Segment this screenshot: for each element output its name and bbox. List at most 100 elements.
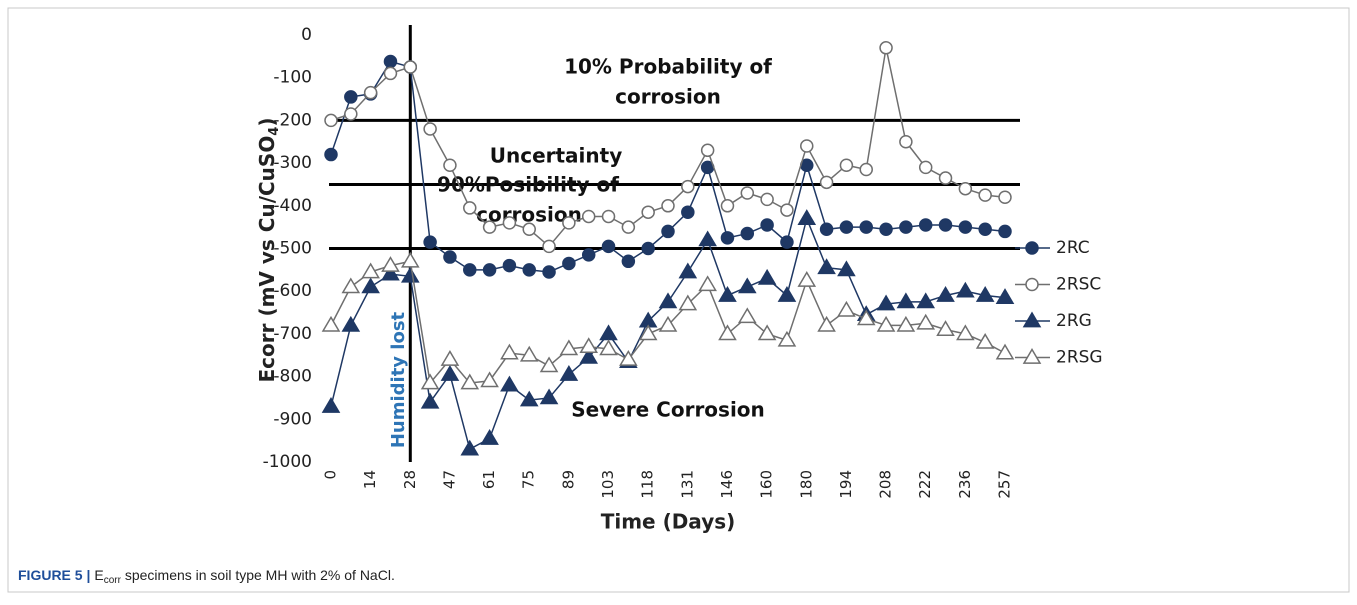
data-point [480, 429, 499, 445]
annotation: Humidity lost [388, 311, 409, 448]
data-point [737, 277, 757, 294]
data-point [698, 230, 717, 247]
data-point [896, 292, 916, 309]
y-tick-label: -200 [273, 110, 312, 130]
data-point [641, 241, 655, 256]
data-point [956, 324, 975, 341]
data-point [876, 315, 896, 332]
data-point [978, 222, 992, 237]
data-point [463, 263, 477, 277]
caption-part: FIGURE 5 | [18, 567, 90, 583]
x-tick-label: 131 [678, 470, 696, 499]
data-point [420, 373, 440, 390]
data-point [856, 309, 876, 326]
figure-frame [7, 7, 1350, 593]
data-point [817, 315, 836, 332]
data-point [463, 201, 477, 215]
data-point [621, 220, 636, 234]
data-point [819, 222, 834, 237]
data-point [400, 266, 420, 283]
data-point [700, 143, 715, 158]
data-point [420, 392, 440, 409]
legend-marker [1025, 241, 1039, 255]
data-point [879, 222, 893, 237]
x-axis-title: Time (Days) [601, 510, 736, 534]
annotation: Severe Corrosion [571, 398, 765, 422]
data-point [918, 160, 933, 175]
y-tick-label: 0 [301, 25, 312, 45]
data-point [460, 439, 480, 456]
data-point [562, 256, 576, 271]
data-point [817, 258, 836, 275]
data-point [383, 66, 398, 81]
data-point [661, 199, 675, 213]
annotation: 10% Probability of [564, 55, 772, 79]
data-point [780, 203, 794, 217]
data-point [859, 162, 873, 177]
data-point [698, 275, 717, 292]
data-point [562, 216, 576, 230]
data-point [661, 224, 675, 239]
data-point [443, 158, 457, 172]
data-point [797, 271, 817, 287]
data-point [321, 315, 341, 332]
caption: FIGURE 5 | Ecorr specimens in soil type M… [18, 567, 395, 586]
data-point [777, 330, 797, 347]
annotation: 90%Posibility of [437, 173, 619, 197]
data-point [542, 265, 556, 279]
data-point [839, 158, 854, 172]
data-point [601, 239, 616, 254]
data-point [542, 239, 556, 254]
data-point [581, 248, 596, 262]
data-point [423, 235, 437, 249]
data-point [460, 373, 480, 390]
data-point [559, 364, 579, 381]
data-point [522, 222, 536, 237]
annotation: Uncertainty [490, 144, 623, 168]
data-point [522, 263, 536, 277]
data-point [678, 294, 698, 311]
data-point [757, 324, 777, 341]
data-point [482, 220, 497, 234]
data-point [681, 179, 695, 194]
data-point [344, 107, 358, 121]
x-tick-label: 47 [440, 470, 458, 489]
data-point [658, 292, 678, 309]
data-point [998, 190, 1012, 205]
data-point [879, 41, 893, 55]
data-point [837, 260, 856, 277]
data-point [797, 209, 817, 225]
y-tick-label: -100 [273, 68, 312, 88]
data-point [403, 60, 418, 74]
x-tick-label: 0 [322, 470, 340, 480]
caption-part: corr [104, 575, 122, 586]
data-point [482, 263, 497, 277]
data-point [619, 350, 638, 366]
data-point [480, 371, 499, 388]
data-point [916, 313, 936, 330]
caption-part: E [94, 567, 103, 583]
data-point [936, 320, 955, 336]
data-point [995, 288, 1015, 304]
data-point [519, 390, 539, 407]
x-tick-label: 14 [361, 470, 379, 489]
data-point [361, 262, 380, 279]
data-point [740, 226, 755, 241]
caption-part: specimens in soil type MH with 2% of NaC… [121, 567, 395, 583]
data-point [321, 397, 341, 413]
data-point [978, 188, 992, 202]
data-point [975, 285, 995, 302]
x-tick-label: 160 [758, 470, 776, 499]
data-point [539, 388, 559, 405]
data-point [344, 90, 358, 104]
data-point [502, 258, 517, 273]
y-tick-label: -700 [273, 324, 312, 344]
data-point [819, 175, 834, 190]
data-point [876, 294, 896, 311]
data-point [958, 220, 973, 234]
data-point [720, 199, 735, 213]
data-point [579, 347, 599, 364]
data-point [899, 220, 913, 234]
x-tick-label: 180 [797, 470, 815, 499]
